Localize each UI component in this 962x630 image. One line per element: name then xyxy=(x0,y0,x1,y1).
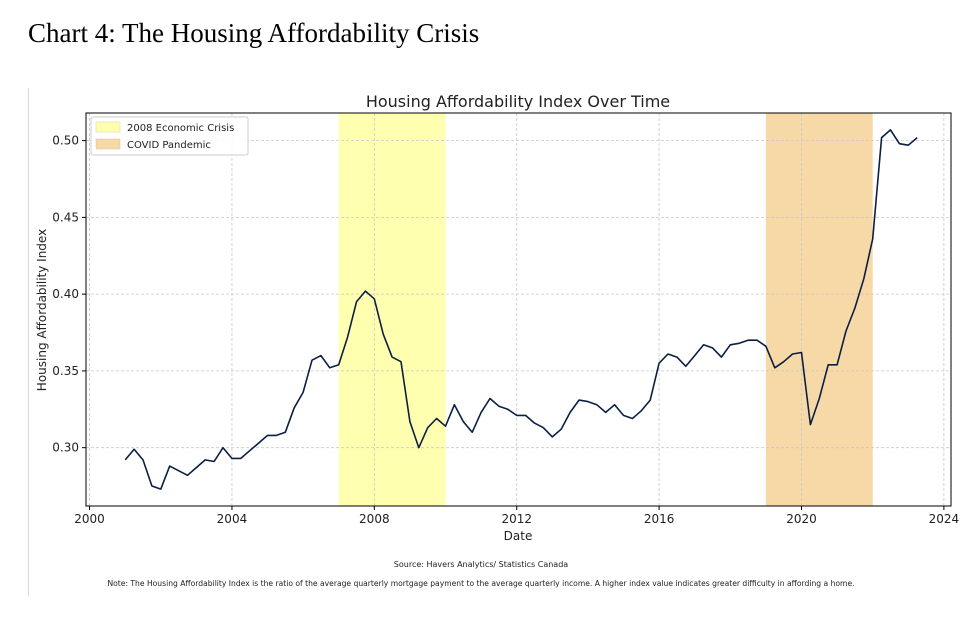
axis-ticks: 2000 2004 2008 2012 2016 2020 2024 0.30 0.35 0.40… xyxy=(52,134,959,526)
x-tick-label-0: 2000 xyxy=(74,512,105,526)
y-axis-label: Housing Affordability Index xyxy=(35,229,49,391)
x-tick-label-2: 2008 xyxy=(359,512,390,526)
chart-title: Housing Affordability Index Over Time xyxy=(366,92,670,111)
left-divider xyxy=(28,88,29,596)
x-tick-label-4: 2016 xyxy=(644,512,675,526)
y-tick-label-3: 0.45 xyxy=(52,210,79,224)
y-tick-label-4: 0.50 xyxy=(52,134,79,148)
grid-lines xyxy=(86,113,951,506)
legend: 2008 Economic Crisis COVID Pandemic xyxy=(90,116,249,156)
legend-box xyxy=(90,116,249,156)
x-axis-label: Date xyxy=(504,529,533,543)
y-tick-label-1: 0.35 xyxy=(52,364,79,378)
legend-label-covid: COVID Pandemic xyxy=(127,140,211,151)
y-tick-label-0: 0.30 xyxy=(52,441,79,455)
y-tick-label-2: 0.40 xyxy=(52,287,79,301)
legend-swatch-covid xyxy=(95,138,121,150)
x-tick-label-5: 2020 xyxy=(786,512,817,526)
legend-label-crisis: 2008 Economic Crisis xyxy=(127,123,234,134)
legend-swatch-crisis xyxy=(95,121,121,133)
x-tick-label-3: 2012 xyxy=(501,512,532,526)
x-tick-label-1: 2004 xyxy=(217,512,248,526)
index-series-line xyxy=(124,129,918,490)
source-note: Source: Havers Analytics/ Statistics Can… xyxy=(393,560,569,569)
shaded-region-0 xyxy=(338,113,446,506)
plot-frame xyxy=(85,112,952,507)
page-title: Chart 4: The Housing Affordability Crisi… xyxy=(28,18,480,48)
footnote: Note: The Housing Affordability Index is… xyxy=(107,579,855,588)
shaded-region-1 xyxy=(765,113,873,506)
x-tick-label-6: 2024 xyxy=(929,512,960,526)
